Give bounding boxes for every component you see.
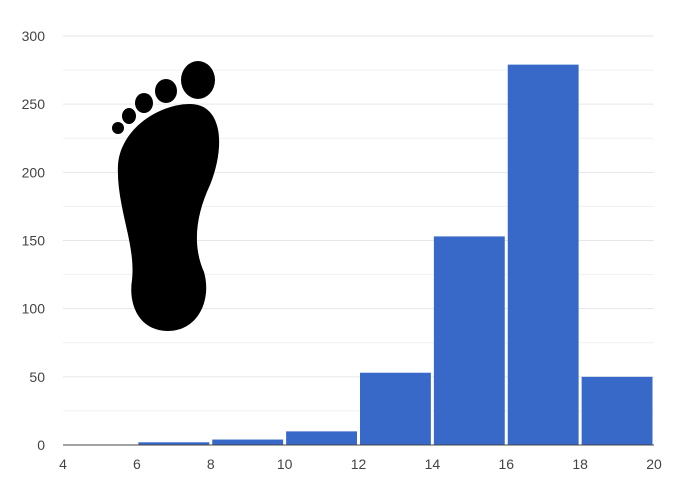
histogram-bar	[212, 439, 284, 445]
y-tick-label: 100	[22, 301, 46, 317]
x-tick-label: 8	[207, 456, 215, 472]
x-tick-label: 20	[646, 456, 662, 472]
histogram-bar	[360, 372, 431, 445]
y-tick-label: 300	[22, 28, 46, 44]
histogram-bar	[138, 442, 210, 445]
y-tick-label: 0	[37, 437, 45, 453]
footprint-toe-2	[155, 79, 177, 103]
x-tick-label: 12	[351, 456, 367, 472]
x-tick-label: 10	[277, 456, 293, 472]
x-tick-label: 6	[133, 456, 141, 472]
histogram-bar	[507, 64, 579, 445]
x-tick-label: 16	[498, 456, 514, 472]
x-tick-label: 4	[59, 456, 67, 472]
footprint-toe-3	[135, 93, 153, 113]
footprint-toe-4	[122, 108, 136, 124]
footprint-sole	[117, 104, 220, 331]
y-tick-label: 50	[29, 369, 45, 385]
footprint-icon	[112, 61, 220, 331]
axes: 0 50 100 150 200 250 300 4 6 8 10 12 14 16 18 20	[22, 28, 662, 472]
y-tick-label: 250	[22, 96, 46, 112]
footprint-toe-5	[112, 122, 124, 134]
y-tick-label: 150	[22, 233, 46, 249]
bars	[138, 64, 653, 445]
histogram-bar	[581, 376, 653, 445]
x-tick-label: 18	[572, 456, 588, 472]
y-tick-label: 200	[22, 164, 46, 180]
footprint-big-toe	[181, 61, 215, 99]
histogram-bar	[286, 431, 357, 445]
histogram-bar	[433, 236, 505, 445]
x-tick-label: 14	[425, 456, 441, 472]
